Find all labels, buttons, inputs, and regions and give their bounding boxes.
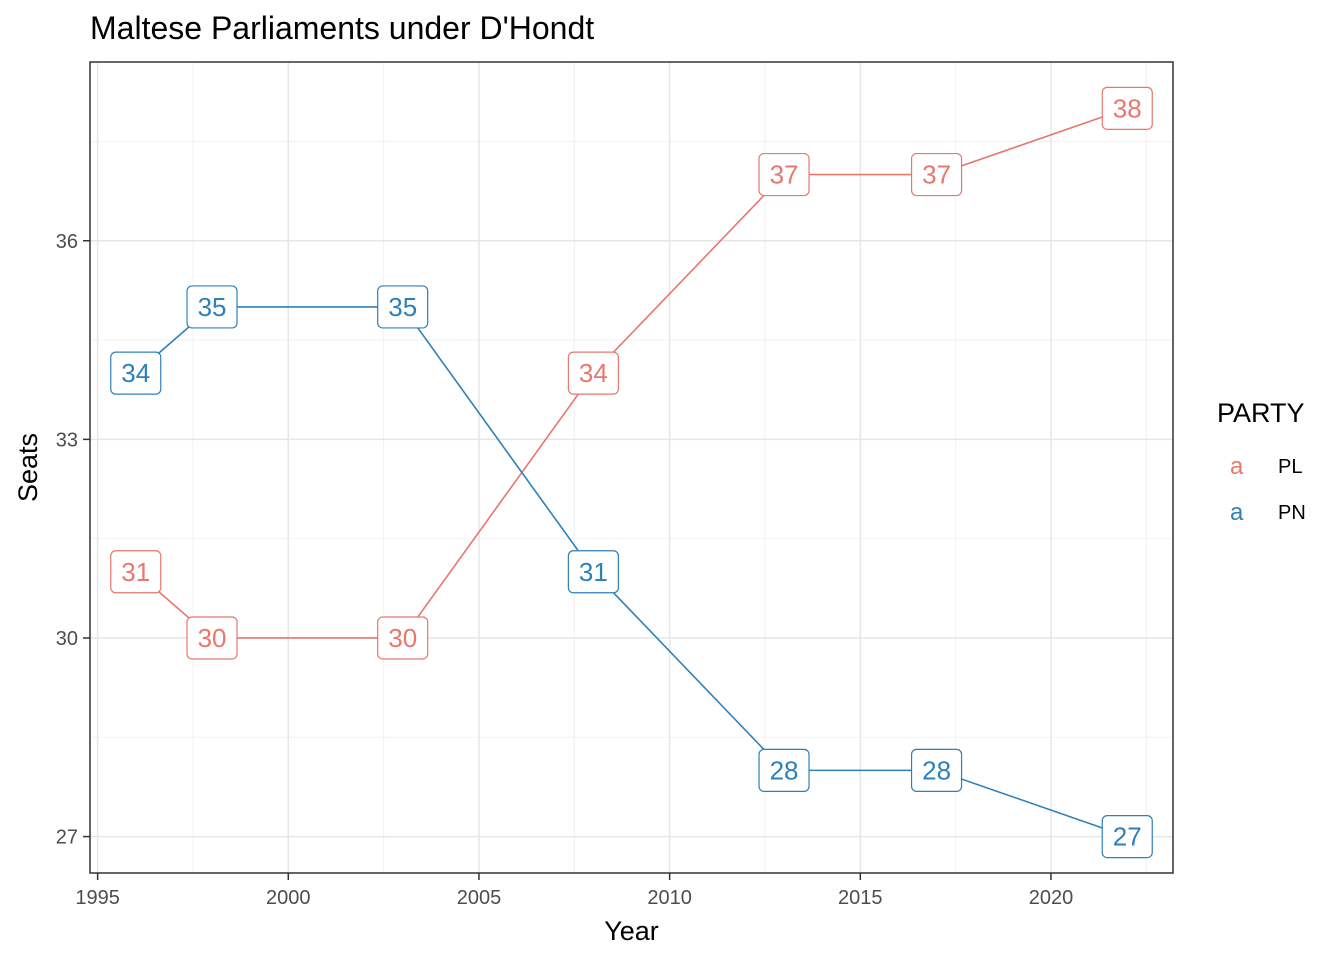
- x-tick-label: 2020: [1029, 887, 1074, 909]
- series-line-pl: [135, 107, 1128, 639]
- data-label-text: 34: [121, 358, 150, 388]
- data-label-pl: 37: [758, 152, 810, 197]
- data-label-pn: 28: [910, 748, 963, 792]
- x-tick-label: 2010: [647, 887, 692, 909]
- axes: 1995 2000 2005 2010 2015 2020 27 30 33 36: [56, 231, 1073, 909]
- data-label-pn: 34: [110, 351, 162, 395]
- data-label-pl: 30: [186, 616, 238, 660]
- data-label-text: 38: [1113, 93, 1142, 123]
- minor-gridlines: [90, 62, 1173, 873]
- x-tick-label: 2015: [838, 887, 883, 909]
- data-label-box: [377, 285, 429, 329]
- data-label-pn: 35: [377, 285, 429, 329]
- data-label-text: 37: [770, 160, 799, 190]
- data-label-box: [567, 351, 619, 395]
- data-label-text: 28: [770, 755, 799, 785]
- data-label-pl: 34: [567, 351, 619, 395]
- y-tick-label: 27: [56, 827, 78, 849]
- x-tick-label: 1995: [75, 887, 120, 909]
- data-label-pl: 31: [110, 550, 162, 594]
- data-label-pn: 27: [1101, 814, 1153, 859]
- legend-label-pn: PN: [1278, 502, 1306, 524]
- data-label-text: 34: [579, 358, 608, 388]
- series-lines: [135, 107, 1128, 838]
- data-label-box: [758, 152, 810, 197]
- panel-border: [89, 61, 1174, 874]
- data-label-box: [567, 550, 619, 594]
- chart-title: Maltese Parliaments under D'Hondt: [90, 10, 595, 46]
- legend-title: PARTY: [1217, 398, 1305, 428]
- data-label-text: 30: [388, 623, 417, 653]
- data-label-box: [1101, 86, 1153, 130]
- data-label-box: [110, 550, 162, 594]
- data-label-text: 31: [579, 557, 608, 587]
- series-line-pn: [135, 306, 1128, 838]
- data-label-box: [910, 748, 963, 792]
- data-label-text: 31: [121, 557, 150, 587]
- legend-key-pn: a: [1230, 499, 1244, 526]
- data-label-box: [910, 152, 963, 197]
- y-tick-label: 30: [56, 628, 78, 650]
- data-label-box: [377, 616, 429, 660]
- x-axis-label: Year: [604, 916, 659, 946]
- y-axis-label: Seats: [13, 433, 43, 502]
- data-label-box: [186, 616, 238, 660]
- data-label-pl: 38: [1101, 86, 1153, 130]
- data-label-text: 35: [388, 292, 417, 322]
- data-label-text: 27: [1113, 822, 1142, 852]
- data-label-pn: 35: [186, 285, 238, 329]
- data-label-text: 30: [198, 623, 227, 653]
- data-label-text: 28: [922, 755, 951, 785]
- y-tick-label: 33: [56, 429, 78, 451]
- data-label-box: [758, 748, 810, 792]
- major-gridlines: [90, 62, 1173, 873]
- legend-key-pl: a: [1230, 453, 1244, 480]
- data-label-pl: 37: [910, 152, 963, 197]
- y-tick-label: 36: [56, 231, 78, 253]
- data-label-pn: 28: [758, 748, 810, 792]
- data-labels: 31 30 30 34 37 37 38 34 35 35 31 28 28 27: [110, 86, 1153, 859]
- data-label-box: [186, 285, 238, 329]
- data-label-pn: 31: [567, 550, 619, 594]
- data-label-text: 37: [922, 160, 951, 190]
- data-label-box: [1101, 814, 1153, 859]
- data-label-box: [110, 351, 162, 395]
- x-tick-label: 2005: [457, 887, 502, 909]
- data-label-pl: 30: [377, 616, 429, 660]
- x-tick-label: 2000: [266, 887, 311, 909]
- legend-label-pl: PL: [1278, 456, 1303, 478]
- data-label-text: 35: [198, 292, 227, 322]
